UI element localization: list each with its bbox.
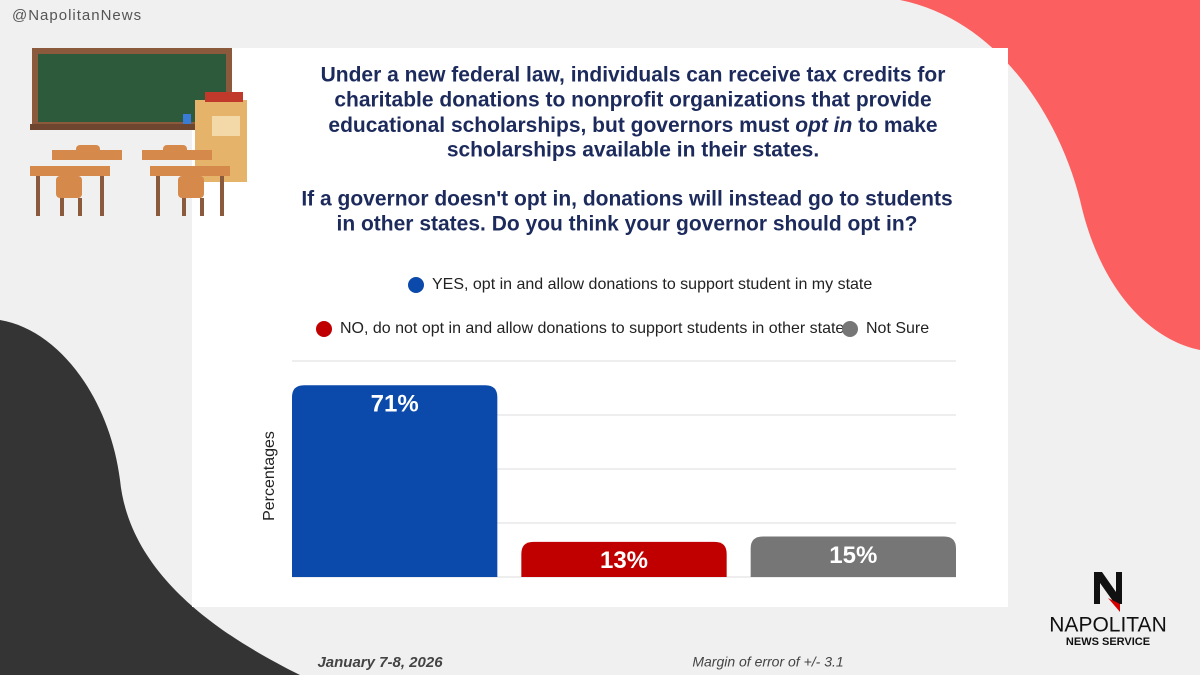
- logo: [1094, 572, 1122, 612]
- value-label: 13%: [600, 547, 648, 574]
- question-part: educational scholarships, but governors …: [328, 114, 789, 137]
- question-line: scholarships available in their states.: [447, 139, 819, 162]
- question-line: charitable donations to nonprofit organi…: [334, 89, 931, 112]
- question-line: in other states. Do you think your gover…: [336, 213, 917, 236]
- value-label: 15%: [829, 542, 877, 569]
- logo-name: NAPOLITAN: [1049, 614, 1166, 637]
- value-label: 71%: [371, 391, 419, 418]
- handle: @NapolitanNews: [12, 7, 142, 24]
- legend-label: Not Sure: [866, 320, 929, 337]
- bar: [750, 536, 956, 577]
- classroom-illustration: [30, 48, 247, 216]
- legend-label: NO, do not opt in and allow donations to…: [340, 320, 852, 337]
- logo-sub: NEWS SERVICE: [1066, 636, 1150, 648]
- margin-of-error: Margin of error of +/- 3.1: [692, 654, 843, 670]
- bar: [521, 541, 727, 577]
- decor-dark: [0, 320, 300, 675]
- date: January 7-8, 2026: [317, 654, 443, 671]
- legend-marker: [316, 321, 332, 337]
- bar: [292, 385, 498, 577]
- question-part: to make: [858, 114, 937, 137]
- y-axis-label: Percentages: [261, 431, 278, 521]
- legend-label: YES, opt in and allow donations to suppo…: [432, 276, 872, 293]
- decor-red: [900, 0, 1200, 350]
- legend-marker: [408, 277, 424, 293]
- question-line: Under a new federal law, individuals can…: [321, 64, 946, 87]
- question-line: If a governor doesn't opt in, donations …: [301, 188, 952, 211]
- question-part: opt in: [795, 114, 852, 137]
- legend-marker: [842, 321, 858, 337]
- question-line: educational scholarships, but governors …: [328, 114, 937, 137]
